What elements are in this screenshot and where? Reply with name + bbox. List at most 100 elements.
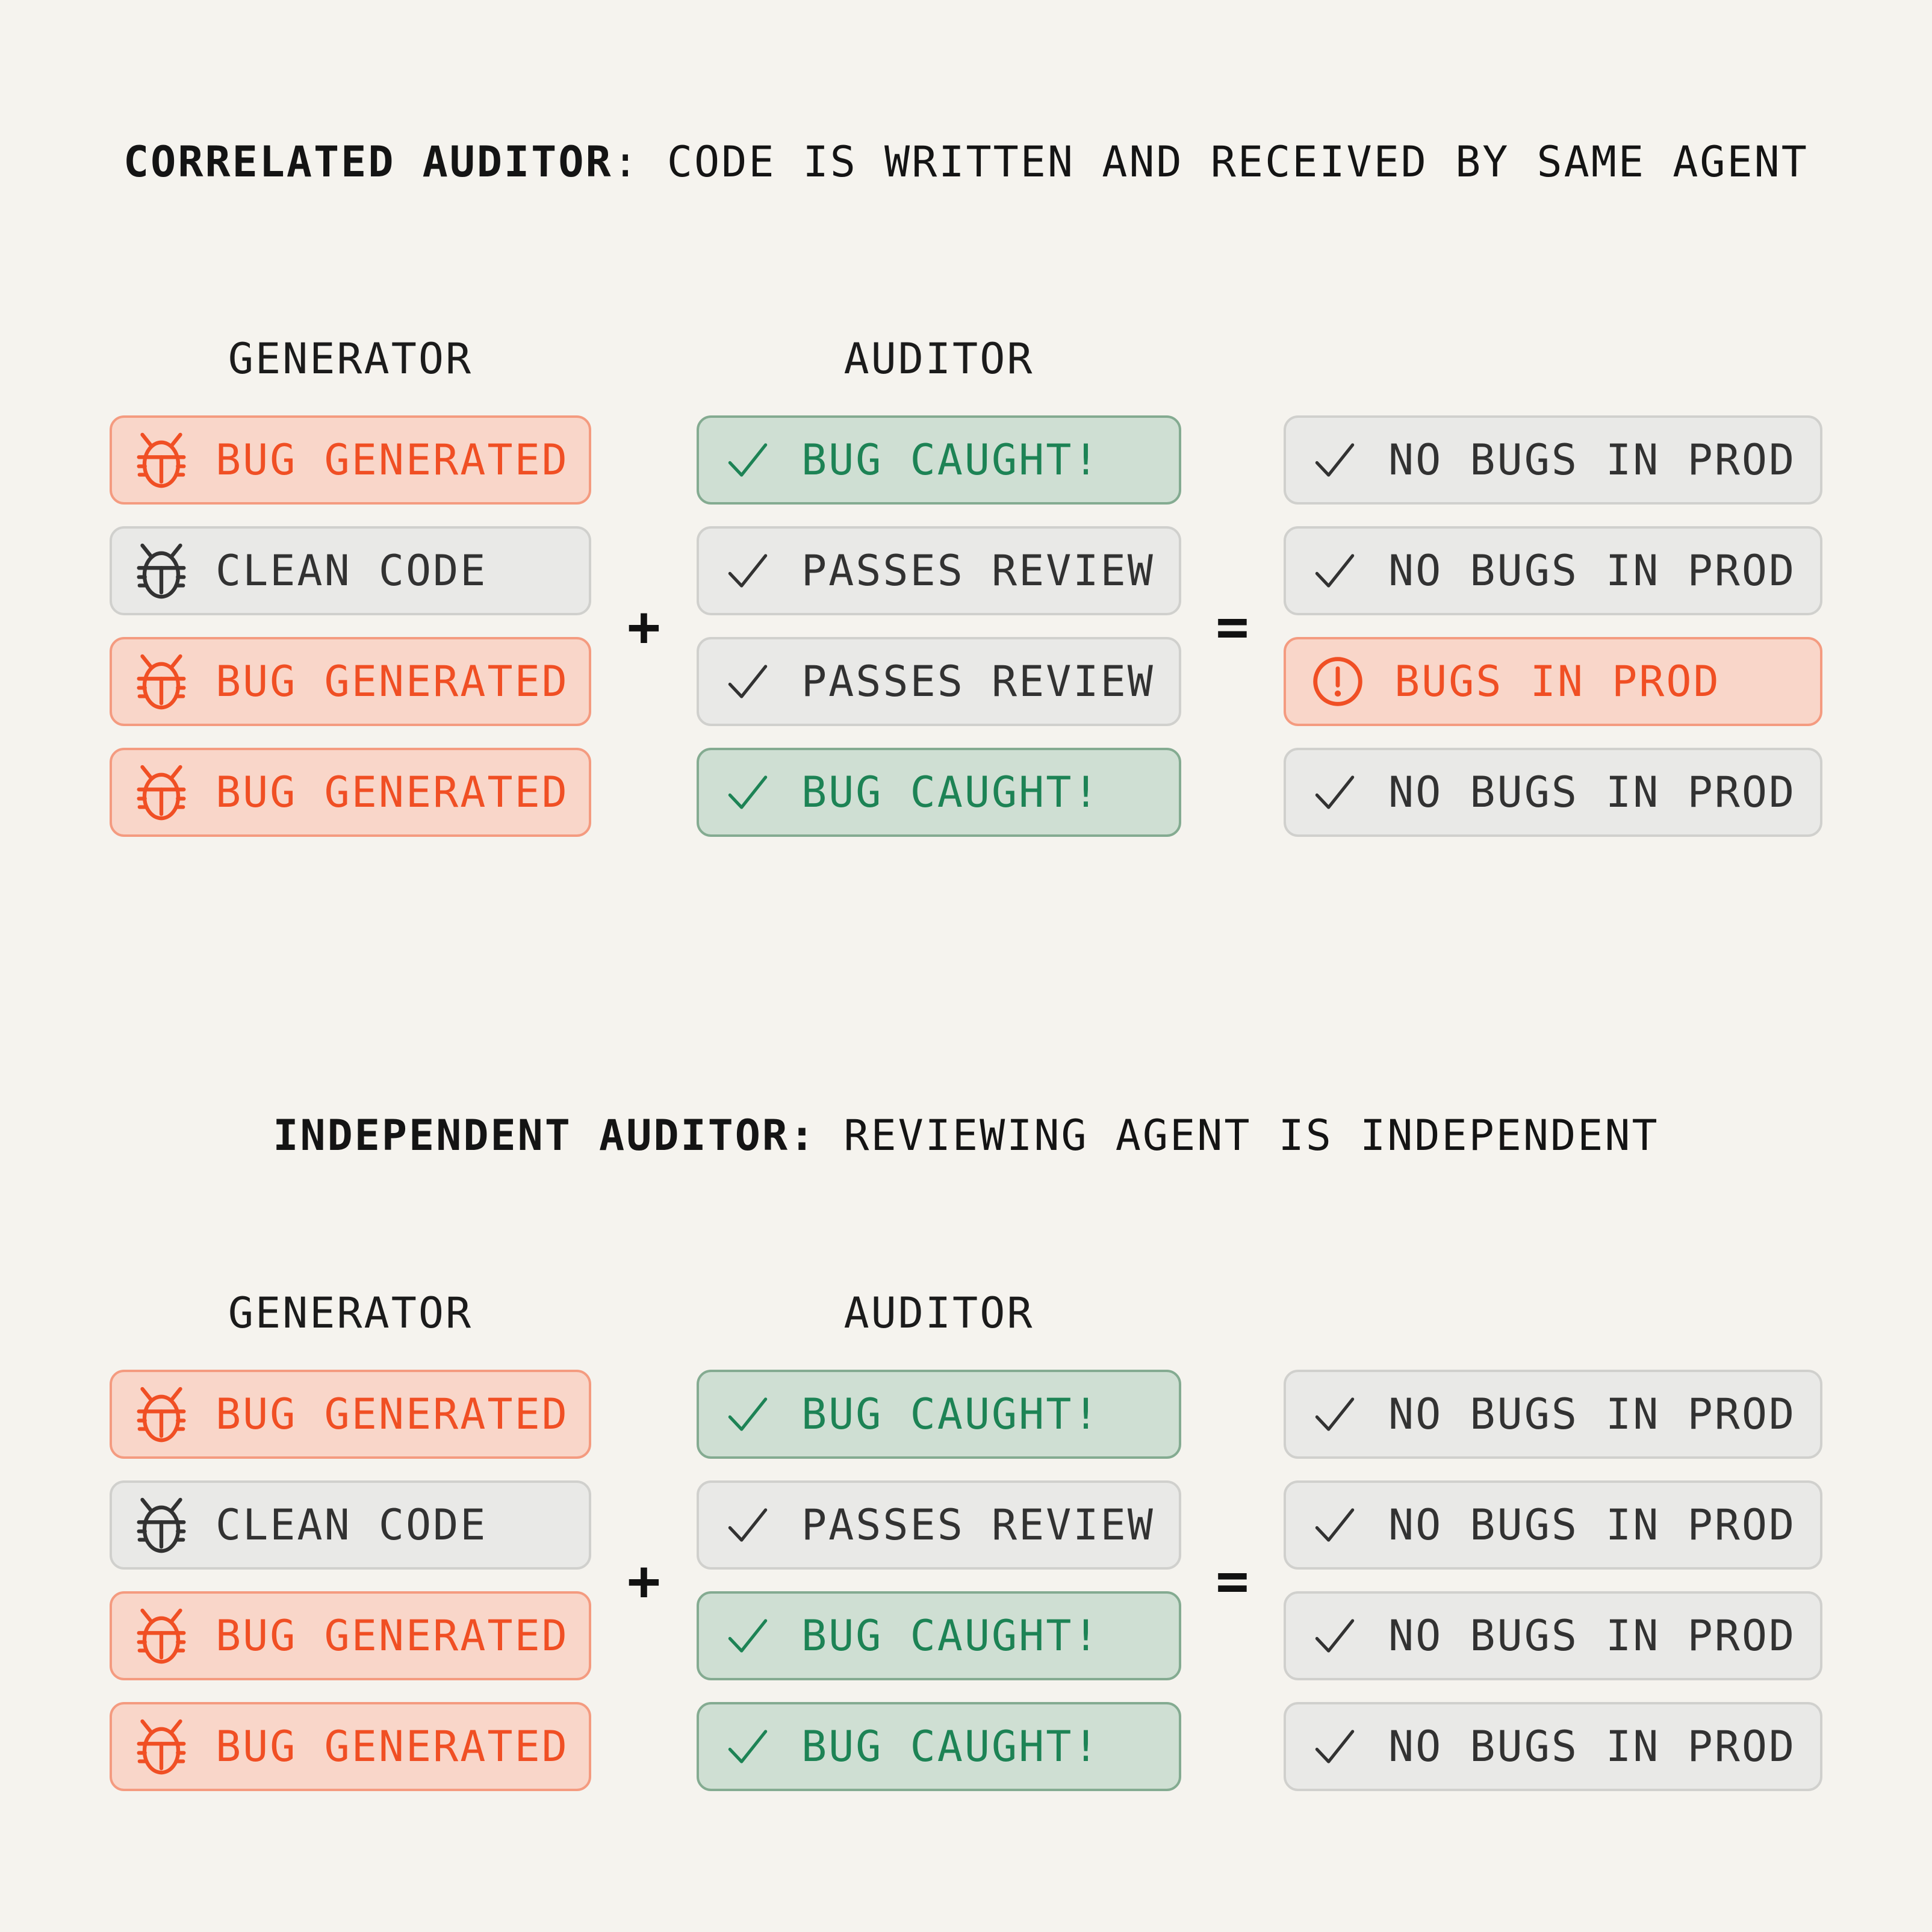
auditor-column: AUDITOR BUG CAUGHT! PASSES REVIEW BUG CA… — [697, 1288, 1181, 1791]
generator-column-header: GENERATOR — [228, 1288, 473, 1338]
result-column: NO BUGS IN PROD NO BUGS IN PROD BUGS IN … — [1284, 334, 1822, 837]
independent-auditor-section: INDEPENDENT AUDITOR: REVIEWING AGENT IS … — [0, 1111, 1932, 1791]
badge-label: BUG CAUGHT! — [801, 435, 1101, 485]
auditor-column: AUDITOR BUG CAUGHT! PASSES REVIEW PASSES… — [697, 334, 1181, 837]
auditor-badge-bug-caught: BUG CAUGHT! — [697, 1370, 1181, 1459]
generator-column-header: GENERATOR — [228, 334, 473, 384]
badge-label: NO BUGS IN PROD — [1388, 546, 1797, 595]
check-icon — [1310, 1722, 1359, 1771]
check-icon — [723, 1390, 772, 1439]
badge-label: BUG GENERATED — [216, 1722, 569, 1771]
badge-label: BUG CAUGHT! — [801, 1390, 1101, 1439]
operator-header-spacer — [591, 1288, 697, 1370]
equals-operator-column: = — [1181, 334, 1284, 837]
result-badge-no-bugs-in-prod: NO BUGS IN PROD — [1284, 1702, 1822, 1791]
auditor-badge-bug-caught: BUG CAUGHT! — [697, 415, 1181, 505]
badge-label: CLEAN CODE — [216, 546, 488, 595]
bug-icon — [136, 1606, 187, 1665]
generator-badge-bug-generated: BUG GENERATED — [110, 1591, 591, 1680]
section-title-bold: INDEPENDENT AUDITOR: — [273, 1111, 817, 1160]
equals-operator: = — [1216, 594, 1249, 659]
result-badge-no-bugs-in-prod: NO BUGS IN PROD — [1284, 526, 1822, 615]
generator-badges: BUG GENERATED CLEAN CODE BUG GENERATED B… — [110, 1370, 591, 1791]
badge-label: NO BUGS IN PROD — [1388, 435, 1797, 485]
independent-columns: GENERATOR BUG GENERATED CLEAN CODE BUG G… — [0, 1288, 1932, 1791]
badge-label: CLEAN CODE — [216, 1500, 488, 1550]
result-column-header — [1284, 334, 1822, 415]
bug-icon — [136, 1385, 187, 1444]
badge-label: BUGS IN PROD — [1394, 657, 1721, 706]
operator-header-spacer — [1181, 1288, 1284, 1370]
auditor-badge-passes-review: PASSES REVIEW — [697, 637, 1181, 726]
bug-icon — [136, 1717, 187, 1776]
badge-label: BUG GENERATED — [216, 768, 569, 817]
equals-operator: = — [1216, 1548, 1249, 1613]
badge-label: BUG CAUGHT! — [801, 1722, 1101, 1771]
correlated-auditor-section: CORRELATED AUDITOR: CODE IS WRITTEN AND … — [0, 137, 1932, 837]
badge-label: BUG GENERATED — [216, 435, 569, 485]
result-badges: NO BUGS IN PROD NO BUGS IN PROD BUGS IN … — [1284, 415, 1822, 837]
generator-column: GENERATOR BUG GENERATED CLEAN CODE BUG G… — [110, 1288, 591, 1791]
result-badge-no-bugs-in-prod: NO BUGS IN PROD — [1284, 415, 1822, 505]
check-icon — [1310, 1500, 1359, 1550]
check-icon — [723, 546, 772, 595]
auditor-badge-passes-review: PASSES REVIEW — [697, 1480, 1181, 1570]
bug-icon — [136, 430, 187, 489]
operator-header-spacer — [591, 334, 697, 415]
check-icon — [1310, 546, 1359, 595]
correlated-section-title: CORRELATED AUDITOR: CODE IS WRITTEN AND … — [0, 137, 1932, 187]
section-title-rest: REVIEWING AGENT IS INDEPENDENT — [816, 1111, 1659, 1160]
bug-icon — [136, 1496, 187, 1555]
auditor-column-header: AUDITOR — [843, 1288, 1034, 1338]
check-icon — [723, 435, 772, 485]
correlated-columns: GENERATOR BUG GENERATED CLEAN CODE BUG G… — [0, 334, 1932, 837]
badge-label: BUG GENERATED — [216, 1390, 569, 1439]
auditor-badge-bug-caught: BUG CAUGHT! — [697, 1591, 1181, 1680]
check-icon — [723, 1500, 772, 1550]
auditor-badge-bug-caught: BUG CAUGHT! — [697, 1702, 1181, 1791]
result-badge-no-bugs-in-prod: NO BUGS IN PROD — [1284, 1370, 1822, 1459]
badge-label: BUG CAUGHT! — [801, 1611, 1101, 1660]
check-icon — [1310, 1611, 1359, 1660]
section-title-bold: CORRELATED AUDITOR — [123, 137, 613, 187]
check-icon — [723, 768, 772, 817]
generator-badge-clean-code: CLEAN CODE — [110, 526, 591, 615]
result-badge-bugs-in-prod: BUGS IN PROD — [1284, 637, 1822, 726]
badge-label: NO BUGS IN PROD — [1388, 768, 1797, 817]
badge-label: NO BUGS IN PROD — [1388, 1722, 1797, 1771]
plus-operator: + — [627, 594, 661, 659]
result-badge-no-bugs-in-prod: NO BUGS IN PROD — [1284, 748, 1822, 837]
check-icon — [723, 1722, 772, 1771]
check-icon — [1310, 435, 1359, 485]
generator-badge-bug-generated: BUG GENERATED — [110, 748, 591, 837]
badge-label: BUG CAUGHT! — [801, 768, 1101, 817]
check-icon — [1310, 1390, 1359, 1439]
result-badges: NO BUGS IN PROD NO BUGS IN PROD NO BUGS … — [1284, 1370, 1822, 1791]
bug-icon — [136, 541, 187, 600]
result-badge-no-bugs-in-prod: NO BUGS IN PROD — [1284, 1591, 1822, 1680]
result-column: NO BUGS IN PROD NO BUGS IN PROD NO BUGS … — [1284, 1288, 1822, 1791]
bug-icon — [136, 763, 187, 822]
badge-label: PASSES REVIEW — [801, 657, 1155, 706]
badge-label: PASSES REVIEW — [801, 546, 1155, 595]
check-icon — [723, 1611, 772, 1660]
generator-badges: BUG GENERATED CLEAN CODE BUG GENERATED B… — [110, 415, 591, 837]
auditor-badges: BUG CAUGHT! PASSES REVIEW PASSES REVIEW … — [697, 415, 1181, 837]
plus-operator-column: + — [591, 334, 697, 837]
generator-badge-bug-generated: BUG GENERATED — [110, 1702, 591, 1791]
operator-header-spacer — [1181, 334, 1284, 415]
section-title-rest: : CODE IS WRITTEN AND RECEIVED BY SAME A… — [612, 137, 1809, 187]
badge-label: NO BUGS IN PROD — [1388, 1611, 1797, 1660]
auditor-badges: BUG CAUGHT! PASSES REVIEW BUG CAUGHT! BU… — [697, 1370, 1181, 1791]
bug-icon — [136, 652, 187, 711]
generator-badge-bug-generated: BUG GENERATED — [110, 415, 591, 505]
generator-column: GENERATOR BUG GENERATED CLEAN CODE BUG G… — [110, 334, 591, 837]
check-icon — [1310, 768, 1359, 817]
auditor-badge-passes-review: PASSES REVIEW — [697, 526, 1181, 615]
badge-label: BUG GENERATED — [216, 657, 569, 706]
badge-label: NO BUGS IN PROD — [1388, 1390, 1797, 1439]
plus-operator-column: + — [591, 1288, 697, 1791]
result-badge-no-bugs-in-prod: NO BUGS IN PROD — [1284, 1480, 1822, 1570]
warning-circle-icon — [1310, 654, 1365, 709]
